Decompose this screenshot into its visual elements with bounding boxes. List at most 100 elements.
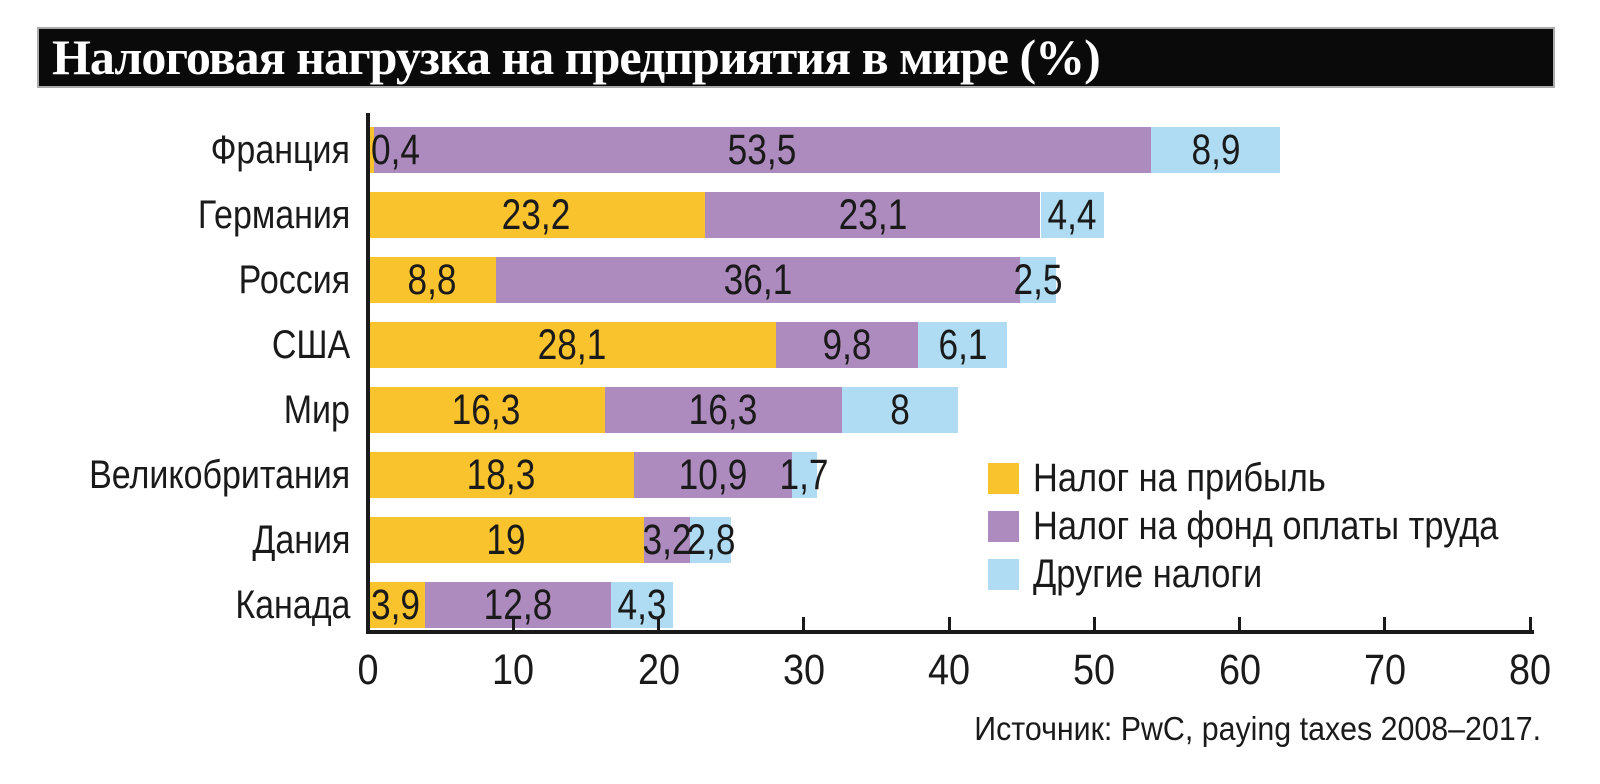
bar-segment [604,387,842,433]
bar-segment [841,387,958,433]
category-label: Дания [0,517,350,563]
x-axis-tick-label: 80 [1509,645,1578,695]
x-axis-tick [802,617,806,631]
category-label-text: Мир [283,388,350,432]
bar-value-label: 18,3 [466,451,536,499]
bar-segment [424,582,611,628]
bar-value-label: 16,3 [688,386,758,434]
bar-segment [373,127,1151,173]
bar-segment [495,257,1021,303]
bar-segment [690,517,732,563]
category-label: Канада [0,582,350,628]
bar-segment [368,517,644,563]
legend-swatch [988,558,1019,590]
bar-value-label: 2,5 [1013,256,1063,304]
legend-label: Налог на фонд оплаты труда [1033,504,1499,548]
category-label-text: Великобритания [88,453,350,497]
x-axis-line [366,630,1534,634]
bar-segment [643,517,691,563]
bar-value-label: 28,1 [537,321,607,369]
source-note: Источник: PwC, paying taxes 2008–2017. [925,708,1541,750]
x-axis-tick-label: 30 [783,645,852,695]
bar-value-label: 36,1 [723,256,793,304]
bar-segment [368,127,374,173]
bar-value-label: 8,8 [407,256,457,304]
bar-segment [1150,127,1281,173]
category-label: Франция [0,127,350,173]
category-label-text: Германия [197,193,350,237]
chart-title: Налоговая нагрузка на предприятия в мире… [52,29,1101,85]
x-axis-tick-label-text: 30 [782,646,825,694]
category-label-text: США [271,323,350,367]
x-axis-tick-label-text: 70 [1363,646,1406,694]
x-axis-tick-label-text: 50 [1073,646,1116,694]
category-label: США [0,322,350,368]
bar-value-label: 16,3 [452,386,521,434]
source-text: Источник: PwC, paying taxes 2008–2017. [974,710,1541,747]
x-axis-tick [947,617,951,631]
y-axis-line [366,113,370,634]
bar-value-label: 6,1 [938,321,988,369]
x-axis-tick [1528,617,1532,631]
bar-segment [368,387,605,433]
category-label-text: Франция [210,128,350,172]
category-label: Великобритания [0,452,350,498]
bar-segment [792,452,817,498]
bar-segment [368,322,777,368]
bar-segment [368,257,496,303]
x-axis-tick-label: 50 [1073,645,1142,695]
bar-value-label: 23,1 [838,191,908,239]
x-axis-tick-label-text: 60 [1218,646,1261,694]
category-label-text: Россия [238,258,350,302]
bar-segment [1020,257,1057,303]
x-axis-tick-label-text: 80 [1508,646,1552,694]
category-label: Германия [0,192,350,238]
legend-item: Налог на прибыль [988,458,1373,498]
bar-segment [368,582,425,628]
bar-segment [368,192,705,238]
bar-value-label: 8,9 [1191,126,1241,174]
x-axis-tick-label: 70 [1364,645,1433,695]
bar-segment [776,322,919,368]
chart-title-banner: Налоговая нагрузка на предприятия в мире… [37,27,1555,88]
bar-value-label: 19 [486,516,526,564]
x-axis-tick [1383,617,1387,631]
category-label-text: Канада [234,583,350,627]
bar-value-label: 12,8 [483,581,552,629]
bar-value-label: 4,4 [1047,191,1097,239]
bar-segment [610,582,674,628]
bar-value-label: 9,8 [822,321,872,369]
bar-value-label: 0,4 [371,126,421,174]
x-axis-tick-label-text: 0 [357,646,379,694]
legend-swatch [988,462,1019,494]
legend-item: Налог на фонд оплаты труда [988,506,1574,546]
bar-value-label: 53,5 [728,126,797,174]
bar-value-label: 3,2 [642,516,692,564]
bar-value-label: 2,8 [686,516,736,564]
x-axis-tick [657,617,660,631]
bar-value-label: 23,2 [502,191,571,239]
bar-value-label: 10,9 [678,451,748,499]
x-axis-tick-label: 10 [492,645,561,695]
bar-value-label: 1,7 [779,451,829,499]
bar-segment [368,452,634,498]
x-axis-tick-label: 60 [1218,645,1288,695]
x-axis-tick [1092,617,1096,631]
category-label-text: Дания [251,518,350,562]
legend-label: Налог на прибыль [1033,456,1326,500]
bar-segment [704,192,1041,238]
legend-swatch [988,510,1019,542]
x-axis-tick-label-text: 10 [492,646,535,694]
category-label: Мир [0,387,350,433]
bar-value-label: 4,3 [617,581,667,629]
bar-value-label: 3,9 [371,581,421,629]
bar-segment [918,322,1008,368]
x-axis-tick-label: 0 [357,645,392,695]
bar-segment [1040,192,1105,238]
category-label: Россия [0,257,350,303]
bar-segment [633,452,793,498]
x-axis-tick-label: 20 [637,645,707,695]
x-axis-tick-label-text: 20 [637,646,680,694]
x-axis-tick-label: 40 [928,645,997,695]
